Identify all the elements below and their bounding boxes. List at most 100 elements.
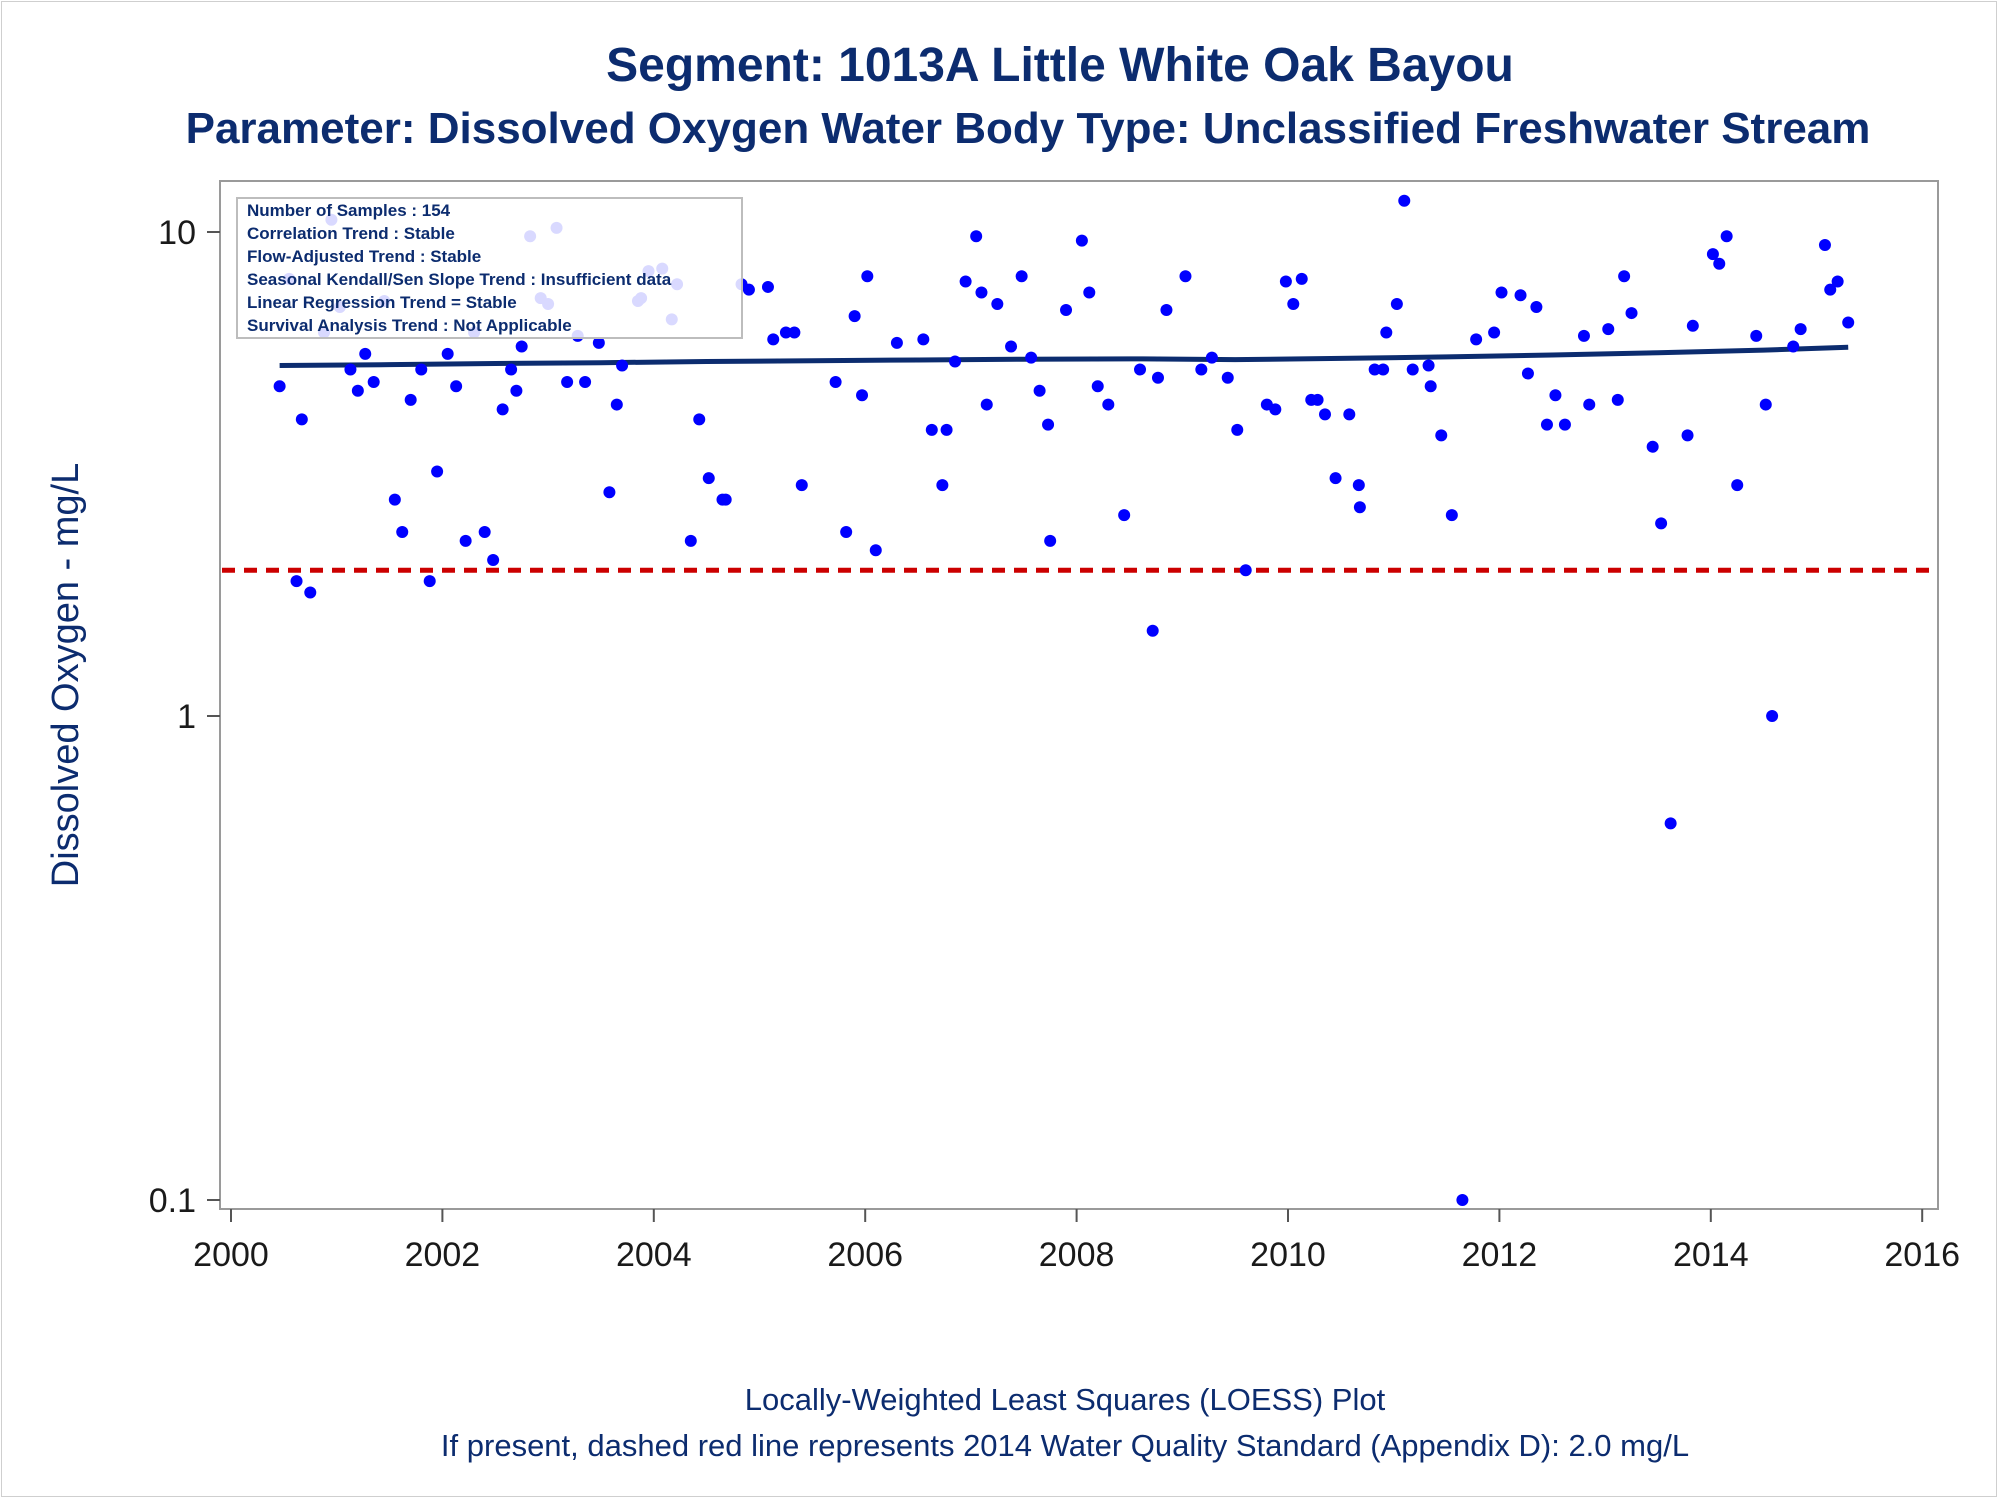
data-point (396, 525, 409, 538)
data-point (441, 347, 454, 360)
data-point (344, 363, 357, 376)
data-point (1329, 472, 1342, 485)
data-point (925, 423, 938, 436)
data-point (351, 384, 364, 397)
data-point (1456, 1194, 1469, 1206)
data-point (367, 375, 380, 388)
data-point (693, 413, 706, 426)
data-point (1380, 326, 1393, 339)
data-point (415, 363, 428, 376)
data-point (1352, 479, 1365, 492)
data-point (1005, 340, 1018, 353)
data-point (1083, 286, 1096, 299)
data-point (1033, 384, 1046, 397)
chart-subtitle: Parameter: Dissolved Oxygen Water Body T… (185, 104, 1871, 153)
data-point (848, 310, 861, 323)
data-point (1195, 363, 1208, 376)
y-tick-label: 1 (177, 698, 196, 736)
data-point (478, 525, 491, 538)
info-line: Survival Analysis Trend : Not Applicable (247, 316, 572, 335)
data-point (1311, 393, 1324, 406)
data-point (1646, 440, 1659, 453)
data-point (1824, 283, 1837, 296)
data-point (515, 340, 528, 353)
data-point (869, 544, 882, 557)
data-point (1655, 517, 1668, 530)
data-point (1818, 239, 1831, 252)
data-point (991, 297, 1004, 310)
data-point (1577, 329, 1590, 342)
data-point (359, 347, 372, 360)
data-point (980, 398, 993, 411)
data-point (1102, 398, 1115, 411)
data-point (1495, 286, 1508, 299)
data-point (603, 486, 616, 499)
data-point (1353, 501, 1366, 514)
data-point (1042, 418, 1055, 431)
data-point (404, 393, 417, 406)
data-point (959, 275, 972, 288)
data-point (1664, 817, 1677, 830)
data-point (1720, 230, 1733, 243)
data-point (840, 525, 853, 538)
data-point (1377, 363, 1390, 376)
data-point (1787, 340, 1800, 353)
data-point (1706, 248, 1719, 261)
chart-title: Segment: 1013A Little White Oak Bayou (606, 39, 1514, 92)
data-point (1151, 371, 1164, 384)
y-axis: 0.1 1 10 Dissolved Oxygen - mg/L (45, 214, 220, 1220)
data-point (1279, 275, 1292, 288)
x-tick-label: 2008 (1039, 1236, 1115, 1274)
data-point (1521, 367, 1534, 380)
data-point (1287, 297, 1300, 310)
data-point (684, 534, 697, 547)
data-point (1435, 429, 1448, 442)
data-point (970, 230, 983, 243)
data-point (949, 355, 962, 368)
data-point (388, 493, 401, 506)
data-point (273, 380, 286, 393)
footnote-loess: Locally-Weighted Least Squares (LOESS) P… (744, 1382, 1386, 1417)
data-point (1146, 624, 1159, 637)
data-point (1530, 300, 1543, 313)
data-point (496, 403, 509, 416)
data-point (610, 398, 623, 411)
info-line: Number of Samples : 154 (247, 201, 451, 220)
data-point (459, 534, 472, 547)
data-point (1731, 479, 1744, 492)
data-point (829, 375, 842, 388)
y-tick-label: 10 (158, 214, 196, 252)
data-point (1295, 272, 1308, 285)
data-point (936, 479, 949, 492)
data-point (1075, 234, 1088, 247)
data-point (702, 472, 715, 485)
data-point (1470, 333, 1483, 346)
data-point (1343, 408, 1356, 421)
data-point (861, 270, 874, 283)
info-box: Number of Samples : 154 Correlation Trend… (236, 197, 743, 339)
data-point (1269, 403, 1282, 416)
data-point (1318, 408, 1331, 421)
data-point (592, 336, 605, 349)
data-point (1794, 323, 1807, 336)
data-point (1060, 303, 1073, 316)
data-point (561, 375, 574, 388)
data-point (1424, 380, 1437, 393)
info-line: Correlation Trend : Stable (247, 224, 455, 243)
data-point (1602, 323, 1615, 336)
data-point (1549, 389, 1562, 402)
data-point (917, 333, 930, 346)
data-point (1625, 307, 1638, 320)
data-point (505, 363, 518, 376)
data-point (1422, 359, 1435, 372)
data-point (1445, 509, 1458, 522)
data-point (1831, 275, 1844, 288)
data-point (1681, 429, 1694, 442)
x-axis: 2000 2002 2004 2006 2008 2010 2012 2014 2016 (193, 1209, 1960, 1274)
data-point (719, 493, 732, 506)
data-point (940, 423, 953, 436)
data-point (795, 479, 808, 492)
data-point (1239, 564, 1252, 577)
data-point (1025, 351, 1038, 364)
